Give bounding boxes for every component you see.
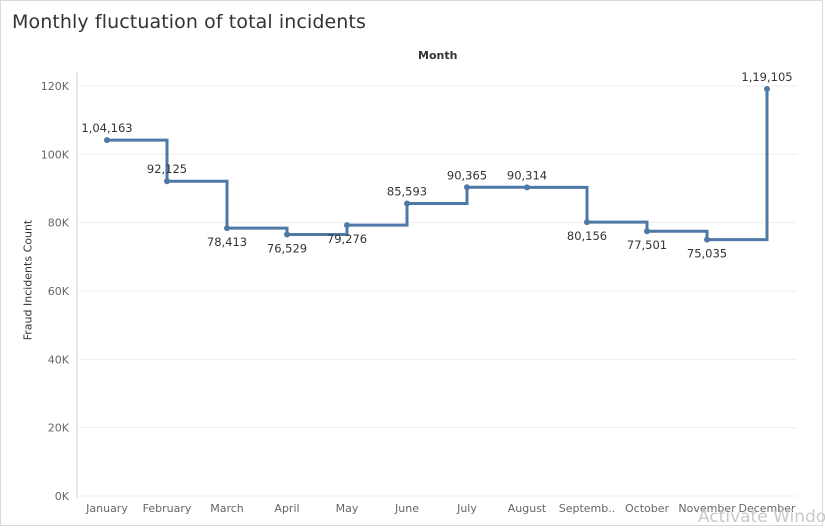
data-point: [284, 231, 290, 238]
x-tick-label: November: [678, 502, 736, 515]
x-tick-label: May: [336, 502, 359, 515]
x-tick-label: Septemb..: [559, 502, 616, 515]
y-tick-label: 60K: [48, 285, 70, 298]
x-tick-label: July: [456, 502, 477, 515]
data-point: [464, 184, 470, 191]
y-tick-label: 20K: [48, 422, 70, 435]
y-tick-label: 100K: [41, 148, 70, 161]
data-point: [704, 236, 710, 243]
x-tick-label: August: [508, 502, 547, 515]
data-point: [164, 178, 170, 185]
x-tick-label: February: [143, 502, 192, 515]
data-points: [104, 86, 770, 243]
y-tick-label: 120K: [41, 80, 70, 93]
data-label: 1,04,163: [81, 121, 132, 135]
y-axis-ticks: 0K 20K 40K 60K 80K 100K 120K: [41, 80, 70, 503]
y-tick-label: 40K: [48, 353, 70, 366]
data-label: 77,501: [627, 238, 667, 252]
y-tick-label: 0K: [55, 490, 70, 503]
data-point: [764, 86, 770, 93]
chart-title: Monthly fluctuation of total incidents: [12, 11, 366, 33]
data-point: [224, 225, 230, 232]
x-axis-ticks: January February March April May June July Augu…: [85, 502, 796, 515]
data-label: 92,125: [147, 162, 187, 176]
data-label: 90,314: [507, 168, 547, 182]
x-tick-label: June: [394, 502, 419, 515]
data-label: 75,035: [687, 247, 727, 261]
data-label: 76,529: [267, 242, 307, 256]
x-tick-label: December: [738, 502, 796, 515]
activate-windows-watermark: Activate Windo: [698, 507, 825, 527]
data-point: [584, 219, 590, 226]
series-line: [107, 89, 769, 242]
data-point: [404, 200, 410, 207]
data-label: 78,413: [207, 235, 247, 249]
x-tick-label: March: [210, 502, 244, 515]
x-tick-label: January: [85, 502, 128, 515]
data-point: [344, 222, 350, 229]
x-axis-title: Month: [418, 49, 458, 62]
data-label: 85,593: [387, 185, 427, 199]
data-label: 79,276: [327, 232, 367, 246]
gridlines: [76, 72, 797, 498]
series: [107, 89, 769, 242]
data-labels: 1,04,163 92,125 78,413 76,529 79,276 85,593 90…: [81, 70, 792, 261]
data-label: 1,19,105: [741, 70, 792, 84]
data-label: 90,365: [447, 168, 487, 182]
x-tick-label: October: [625, 502, 669, 515]
y-tick-label: 80K: [48, 217, 70, 230]
data-point: [524, 184, 530, 191]
data-label: 80,156: [567, 229, 607, 243]
data-point: [644, 228, 650, 235]
data-point: [104, 137, 110, 144]
x-tick-label: April: [274, 502, 299, 515]
